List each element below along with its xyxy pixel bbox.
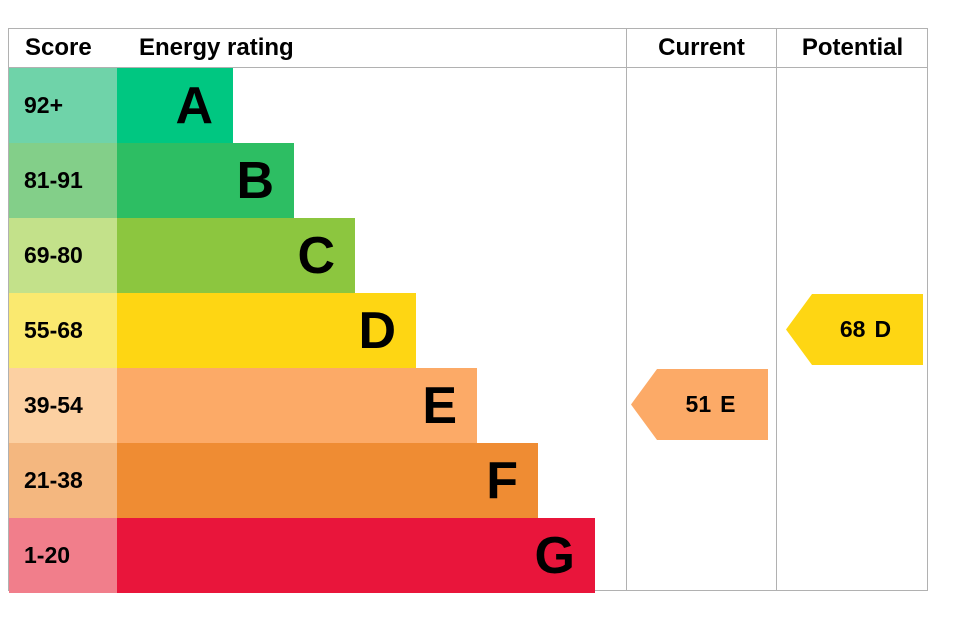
band-row-a: 92+ A	[9, 68, 626, 143]
header-current-label: Current	[658, 34, 745, 61]
rating-letter-c: C	[297, 226, 335, 285]
rating-bar-f: F	[117, 443, 538, 518]
header-energy-rating-label: Energy rating	[139, 34, 294, 61]
current-rating-band: E	[720, 391, 736, 417]
current-column-divider	[626, 29, 627, 590]
band-row-d: 55-68 D	[9, 293, 626, 368]
header-score-label: Score	[25, 34, 92, 61]
rating-bar-g: G	[117, 518, 595, 593]
potential-rating-arrow: 68 D	[786, 294, 923, 365]
epc-table: Score Energy rating Current Potential 92…	[8, 28, 928, 593]
band-row-f: 21-38 F	[9, 443, 626, 518]
band-row-g: 1-20 G	[9, 518, 626, 593]
potential-rating-band: D	[874, 316, 892, 342]
header-divider-line	[9, 67, 927, 68]
score-cell-e: 39-54	[9, 368, 117, 443]
score-cell-a: 92+	[9, 68, 117, 143]
current-rating-value: 51	[685, 391, 712, 417]
rating-bar-d: D	[117, 293, 416, 368]
score-cell-b: 81-91	[9, 143, 117, 218]
rating-bar-b: B	[117, 143, 294, 218]
rating-letter-e: E	[422, 376, 457, 435]
score-cell-d: 55-68	[9, 293, 117, 368]
potential-rating-value: 68	[839, 316, 866, 342]
rating-letter-d: D	[358, 301, 396, 360]
rating-bar-c: C	[117, 218, 355, 293]
rating-bar-e: E	[117, 368, 477, 443]
rating-letter-b: B	[236, 151, 274, 210]
rating-letter-a: A	[175, 76, 213, 135]
band-rows: 92+ A 81-91 B 69-80 C 55-68	[9, 68, 626, 593]
band-row-e: 39-54 E	[9, 368, 626, 443]
score-cell-c: 69-80	[9, 218, 117, 293]
rating-letter-f: F	[486, 451, 518, 510]
rating-bar-a: A	[117, 68, 233, 143]
band-row-c: 69-80 C	[9, 218, 626, 293]
score-cell-f: 21-38	[9, 443, 117, 518]
rating-letter-g: G	[534, 526, 575, 585]
potential-column-divider	[776, 29, 777, 590]
score-cell-g: 1-20	[9, 518, 117, 593]
header-potential-label: Potential	[801, 34, 904, 61]
current-rating-arrow: 51 E	[631, 369, 768, 440]
band-row-b: 81-91 B	[9, 143, 626, 218]
